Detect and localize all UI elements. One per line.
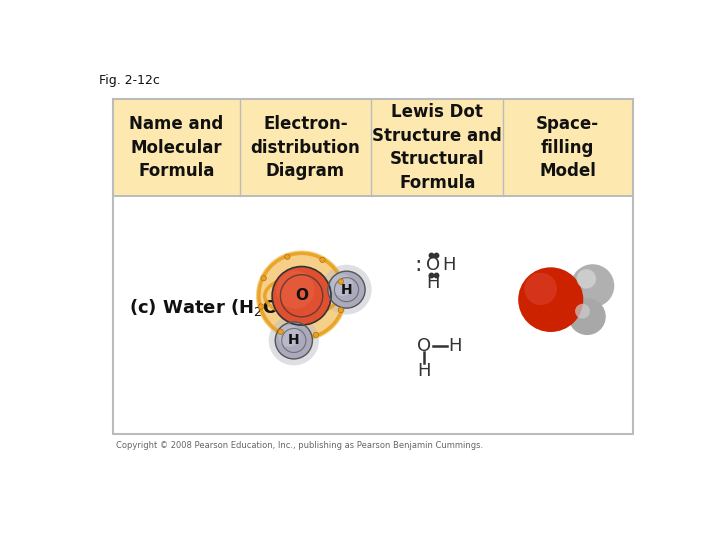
Text: H: H (442, 256, 456, 274)
Circle shape (256, 251, 347, 341)
Text: :: : (414, 255, 422, 275)
Circle shape (524, 273, 557, 305)
Circle shape (272, 267, 331, 325)
Text: Lewis Dot
Structure and
Structural
Formula: Lewis Dot Structure and Structural Formu… (372, 103, 502, 192)
Circle shape (276, 271, 315, 309)
Circle shape (518, 267, 583, 332)
Circle shape (269, 315, 319, 366)
Text: H: H (418, 362, 431, 380)
Text: H: H (341, 282, 352, 296)
Circle shape (275, 322, 312, 359)
Circle shape (278, 329, 284, 334)
Text: Fig. 2-12c: Fig. 2-12c (99, 74, 160, 87)
Text: O: O (426, 256, 441, 274)
Bar (113, 99, 632, 195)
Circle shape (278, 325, 300, 347)
Text: (c) Water (H$_2$O): (c) Water (H$_2$O) (129, 297, 286, 318)
Circle shape (313, 332, 318, 338)
Circle shape (261, 275, 266, 281)
Text: Name and
Molecular
Formula: Name and Molecular Formula (130, 115, 223, 180)
Circle shape (284, 254, 290, 259)
Text: O: O (295, 288, 308, 303)
Text: Electron-
distribution
Diagram: Electron- distribution Diagram (251, 115, 360, 180)
Circle shape (338, 307, 343, 313)
Circle shape (321, 265, 372, 315)
Circle shape (577, 269, 596, 288)
Bar (113, 99, 632, 434)
Circle shape (575, 304, 590, 319)
Circle shape (571, 264, 614, 307)
Text: O: O (417, 337, 431, 355)
Circle shape (330, 274, 353, 296)
Bar (113, 195, 632, 434)
Circle shape (569, 298, 606, 335)
Text: H: H (288, 334, 300, 347)
Text: H: H (426, 274, 440, 293)
Circle shape (328, 271, 365, 308)
Text: Space-
filling
Model: Space- filling Model (536, 115, 599, 180)
Text: Copyright © 2008 Pearson Education, Inc., publishing as Pearson Benjamin Cumming: Copyright © 2008 Pearson Education, Inc.… (116, 441, 482, 450)
Circle shape (338, 279, 343, 284)
Text: H: H (449, 337, 462, 355)
Circle shape (320, 257, 325, 262)
Circle shape (258, 304, 264, 309)
